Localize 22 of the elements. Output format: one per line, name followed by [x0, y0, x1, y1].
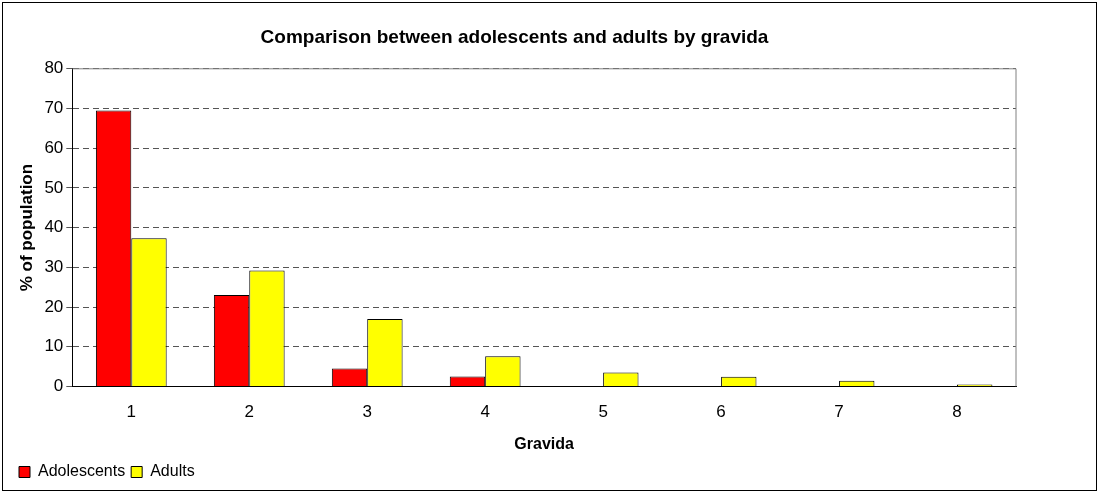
x-tick-label: 5 — [598, 402, 608, 422]
x-tick-label: 6 — [716, 402, 726, 422]
y-tick-label: 20 — [44, 296, 64, 316]
x-tick-label: 7 — [834, 402, 844, 422]
x-tick-label: 1 — [126, 402, 137, 422]
x-tick-label: 3 — [362, 402, 372, 422]
y-tick-label: 80 — [44, 58, 64, 78]
y-tick-label: 30 — [44, 256, 64, 276]
y-tick-label: 0 — [53, 376, 64, 396]
x-tick-label: 2 — [244, 402, 254, 422]
y-tick-label: 10 — [44, 336, 64, 356]
y-tick-label: 60 — [44, 137, 64, 157]
chart-title: Comparison between adolescents and adults by gravida — [260, 25, 769, 47]
x-tick-label: 8 — [952, 402, 962, 422]
x-axis-title: Gravida — [514, 434, 575, 452]
y-tick-label: 70 — [44, 98, 64, 118]
legend-label: Adults — [150, 462, 195, 480]
y-axis-title: % of population — [16, 163, 36, 292]
y-tick-label: 50 — [44, 177, 64, 197]
legend-label: Adolescents — [38, 462, 126, 480]
y-tick-label: 40 — [44, 217, 64, 237]
x-tick-label: 4 — [480, 402, 490, 422]
